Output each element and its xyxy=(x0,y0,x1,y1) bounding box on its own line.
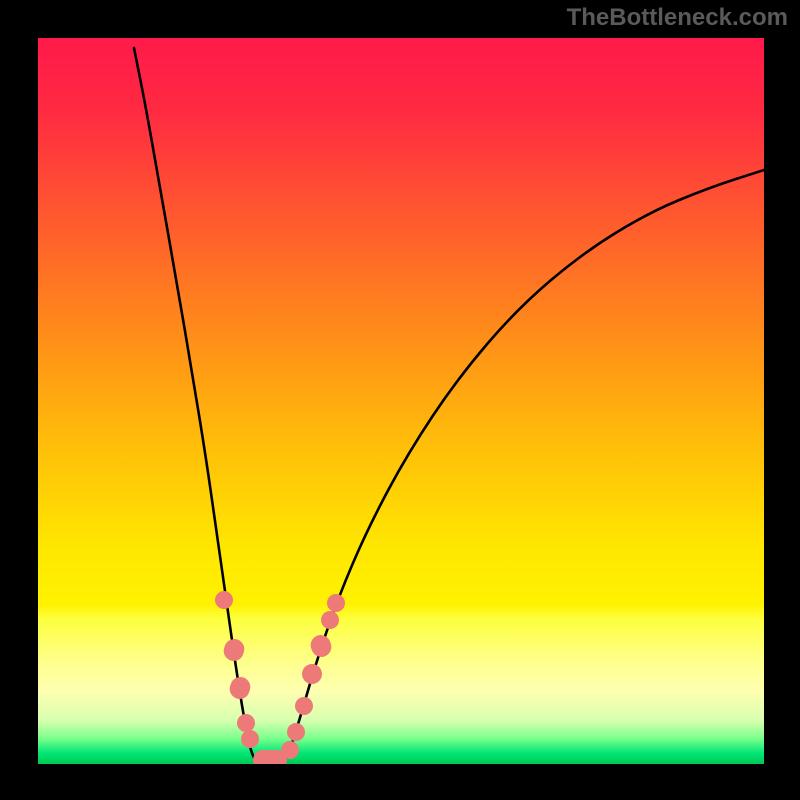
curve-svg xyxy=(38,38,764,764)
marker-pill xyxy=(299,661,325,687)
plot-area xyxy=(38,38,764,764)
marker-circle xyxy=(287,723,305,741)
marker-circle xyxy=(327,594,345,612)
marker-circle xyxy=(237,714,255,732)
marker-pill xyxy=(227,674,253,701)
marker-pill xyxy=(308,632,334,660)
marker-circle xyxy=(241,730,259,748)
marker-circle xyxy=(215,591,233,609)
watermark-text: TheBottleneck.com xyxy=(567,4,788,32)
marker-circle xyxy=(281,741,299,759)
marker-circle xyxy=(321,611,339,629)
marker-circle xyxy=(295,697,313,715)
marker-group xyxy=(215,591,345,764)
marker-pill xyxy=(221,636,247,663)
